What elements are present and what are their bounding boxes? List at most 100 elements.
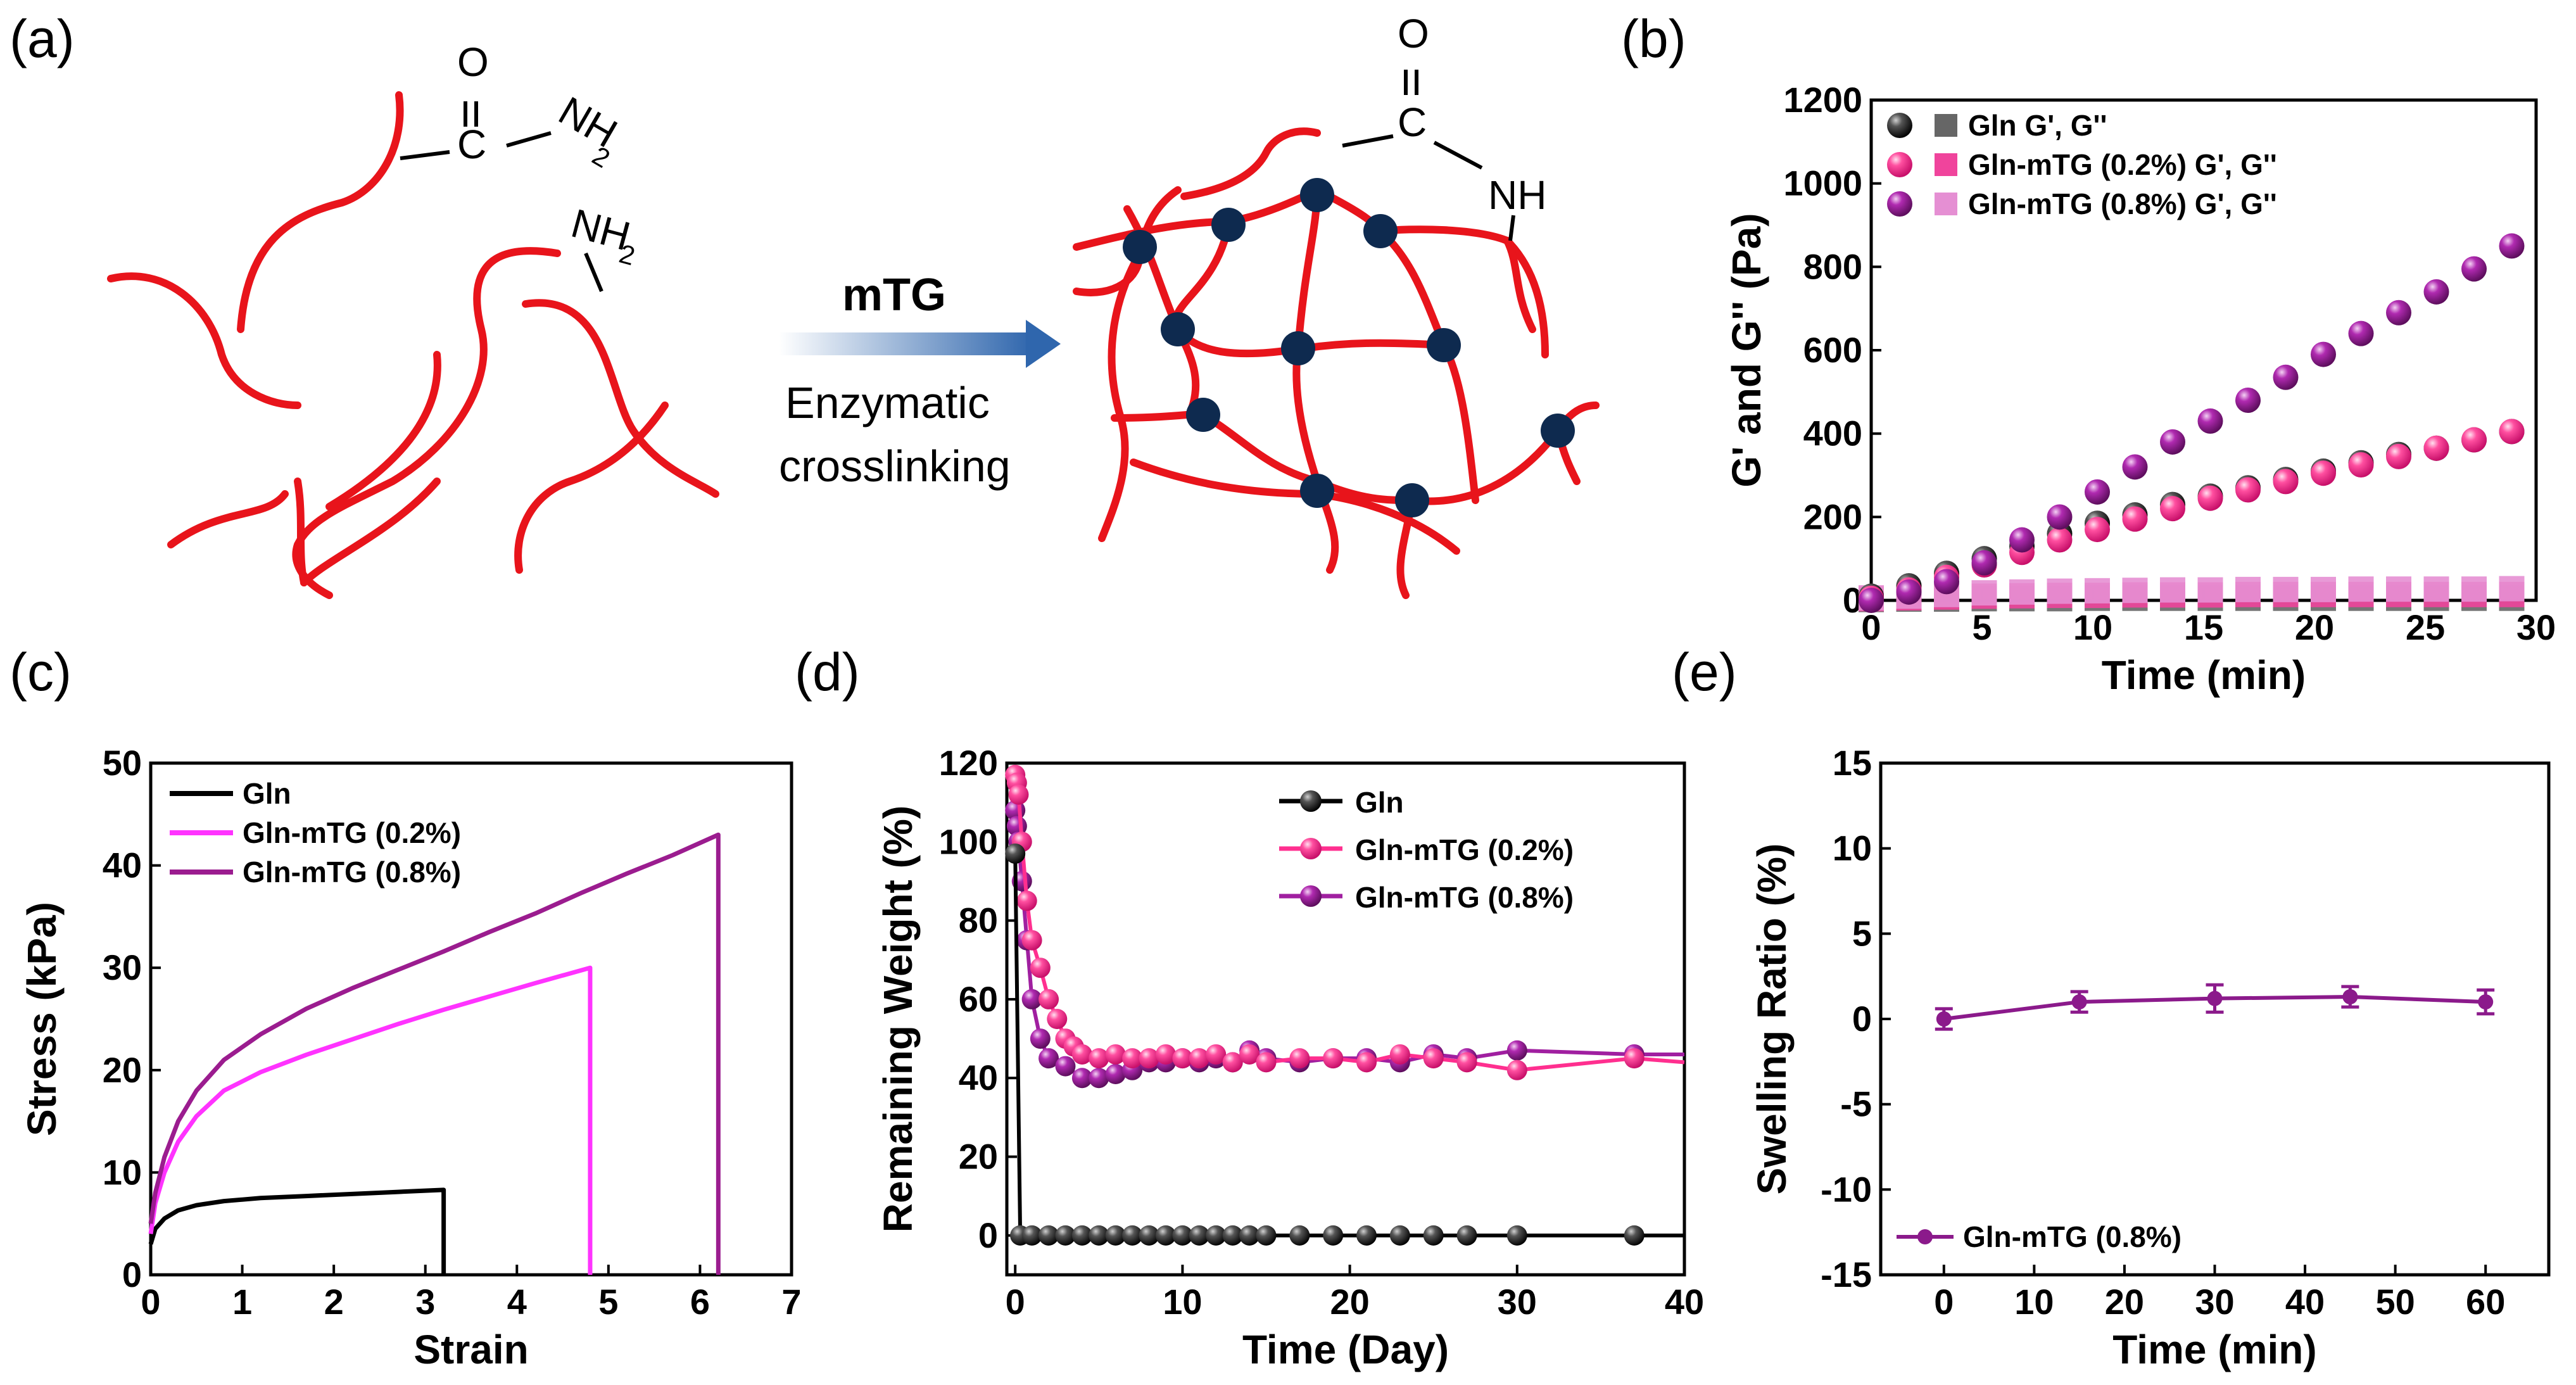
carbonyl-carbon-label: C [457, 122, 486, 167]
chain-6 [294, 477, 308, 586]
data-point-square-5 [2499, 576, 2525, 602]
y-axis-title-d: Remaining Weight (%) [875, 806, 921, 1232]
y-tick-label-e: 5 [1852, 913, 1872, 953]
y-tick-label-d: 100 [939, 821, 998, 861]
data-point-1 [1206, 1044, 1227, 1065]
y-tick-label-e: -10 [1821, 1169, 1872, 1209]
y-tick-label-c: 40 [103, 845, 142, 885]
legend-label: Gln-mTG (0.8%) [1355, 881, 1574, 914]
crosslink-node-9 [1541, 414, 1575, 448]
chain-2 [107, 272, 301, 409]
bond-cn-after [1433, 141, 1483, 170]
data-point-2 [1089, 1068, 1109, 1089]
amine-label: NH [552, 87, 625, 156]
panel-letter-a: (a) [9, 9, 75, 68]
reaction-arrow-head [1026, 320, 1061, 368]
data-point-0 [1222, 1225, 1243, 1246]
data-point-0 [1005, 843, 1026, 864]
data-point-2 [1021, 989, 1042, 1009]
carbonyl-carbon-after-label: C [1398, 99, 1427, 145]
crosslink-node-5 [1161, 312, 1195, 346]
x-tick-label-b: 0 [1861, 607, 1881, 647]
reaction-arrow-body [779, 332, 1032, 355]
x-tick-label-c: 5 [598, 1282, 618, 1322]
legend-label: Gln-mTG (0.2%) G', G'' [1968, 148, 2277, 181]
y-tick-label-d: 20 [959, 1137, 998, 1177]
x-tick-label-c: 4 [507, 1282, 527, 1322]
data-point-sphere-2 [2499, 233, 2525, 259]
data-point-2 [1030, 1028, 1051, 1049]
x-tick-label-b: 5 [1972, 607, 1992, 647]
legend-label: Gln-mTG (0.2%) [243, 816, 461, 849]
crosslink-node-4 [1363, 214, 1398, 248]
data-point-sphere-1 [2235, 477, 2261, 503]
data-point-square-5 [2047, 578, 2073, 604]
arrow-label-line1: Enzymatic [785, 378, 990, 427]
data-point-0 [1189, 1225, 1209, 1246]
x-tick-label-e: 40 [2285, 1282, 2325, 1322]
data-point-sphere-1 [2197, 485, 2223, 511]
data-point [2478, 994, 2494, 1010]
data-point-square-5 [2085, 578, 2110, 604]
chain-7 [522, 299, 719, 498]
bond-cc-after [1342, 134, 1394, 148]
y-tick-label-b: 400 [1803, 414, 1862, 453]
data-point-1 [1624, 1048, 1645, 1069]
schematic-panel: O C NH 2 NH 2 mTG Enzymatic crosslinking [107, 11, 1600, 599]
legend-square-marker [1935, 114, 1957, 137]
data-point-1 [1456, 1052, 1477, 1073]
y-tick-label-c: 30 [103, 947, 142, 987]
data-point-sphere-2 [2273, 364, 2299, 390]
data-point-1 [1039, 989, 1059, 1009]
data-point-1 [1222, 1052, 1243, 1073]
x-axis-title-b: Time (min) [2102, 652, 2306, 698]
data-point-2 [1506, 1040, 1527, 1061]
x-tick-label-b: 15 [2184, 607, 2223, 647]
x-tick-label-c: 3 [415, 1282, 435, 1322]
data-point-sphere-2 [2311, 341, 2336, 367]
x-tick-label-e: 30 [2195, 1282, 2234, 1322]
y-tick-label-c: 10 [103, 1152, 142, 1192]
series-line-2 [148, 832, 721, 1275]
y-tick-label-e: -5 [1840, 1084, 1872, 1124]
series-line-2 [1013, 810, 1684, 1080]
plot-frame-d [1005, 761, 1686, 1277]
legend-marker [1300, 838, 1322, 859]
data-point-sphere-1 [2273, 469, 2299, 495]
data-point-1 [1008, 784, 1029, 805]
data-point-sphere-2 [1971, 550, 1997, 576]
y-tick-label-d: 60 [959, 979, 998, 1019]
data-point [2342, 989, 2358, 1004]
data-point-0 [1139, 1225, 1159, 1246]
data-point-1 [1155, 1044, 1176, 1065]
x-tick-label-c: 6 [690, 1282, 710, 1322]
chart-c: 0 1 2 3 4 5 6 7 0 10 20 30 40 50 Strain Stress (kPa) Gln… [19, 743, 802, 1372]
panel-letter-e: (e) [1672, 642, 1737, 702]
y-axis-title-e: Swelling Ratio (%) [1749, 844, 1795, 1195]
legend-label: Gln-mTG (0.2%) [1355, 833, 1574, 866]
data-point-1 [1016, 890, 1037, 911]
crosslink-node-3 [1300, 178, 1334, 212]
data-point-square-5 [2348, 576, 2374, 602]
y-tick-label-e: 15 [1833, 743, 1872, 783]
net-chain-7 [1111, 410, 1562, 505]
data-point-square-5 [1971, 580, 1997, 606]
crosslink-node-8 [1186, 398, 1220, 432]
data-point-sphere-1 [2085, 517, 2110, 543]
data-point-square-5 [2235, 576, 2261, 602]
legend-sphere-marker [1887, 152, 1912, 177]
arrow-label-line2: crosslinking [779, 441, 1011, 491]
data-point-square-5 [2461, 576, 2487, 602]
x-tick-label-e: 50 [2375, 1282, 2415, 1322]
x-tick-label-c: 2 [324, 1282, 344, 1322]
data-point-square-5 [2386, 576, 2411, 602]
y-tick-label-b: 1000 [1783, 163, 1862, 203]
crosslink-node-11 [1395, 483, 1429, 517]
data-point-0 [1239, 1225, 1260, 1246]
y-tick-label-c: 20 [103, 1050, 142, 1090]
data-point-0 [1122, 1225, 1143, 1246]
data-point-0 [1256, 1225, 1277, 1246]
chem-before [400, 101, 603, 293]
